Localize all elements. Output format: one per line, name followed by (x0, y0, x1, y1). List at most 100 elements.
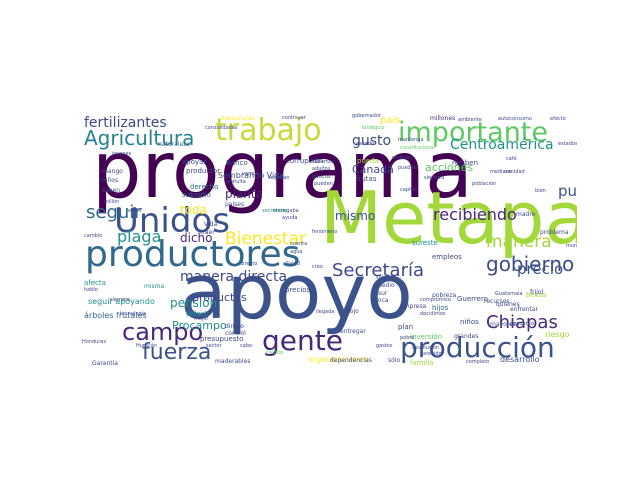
word-cloud-word: dependencias (330, 357, 372, 364)
word-cloud-word: productor (186, 167, 221, 175)
word-cloud-word: directo (240, 261, 258, 267)
word-cloud-word: reciben (452, 159, 479, 167)
word-cloud-word: adultos (312, 166, 331, 172)
word-cloud-word: Guerrero (457, 295, 488, 303)
word-cloud-word: estados (558, 141, 577, 147)
word-cloud-word: Sembrando Vida (218, 171, 285, 180)
word-cloud-word: flojo (346, 308, 359, 315)
word-cloud-word: quiénes (496, 301, 520, 308)
word-cloud-word: niños (460, 318, 479, 326)
word-cloud-word: creo (312, 264, 323, 270)
word-cloud-word: seguir (86, 202, 142, 223)
word-cloud-word: becas (526, 291, 547, 299)
word-cloud-word: control (225, 330, 246, 337)
word-cloud-word: pueblo (558, 182, 577, 200)
word-cloud-word: Guatemala (495, 291, 523, 297)
word-cloud-word: Garantía (92, 360, 118, 367)
word-cloud-word: diésel (186, 310, 207, 318)
word-cloud-word: continuar (282, 115, 306, 121)
word-cloud-word: sur (378, 290, 388, 297)
word-cloud-word: trabajo (215, 113, 322, 148)
word-cloud-word: medio (376, 282, 395, 289)
word-cloud-word: pequeños (510, 321, 535, 327)
word-cloud-word: sector (206, 343, 222, 349)
word-cloud-word: productos (192, 291, 247, 304)
word-cloud-word: maderables (215, 358, 251, 365)
word-cloud-word: gobernador (352, 113, 381, 119)
word-cloud-word: mayores (490, 321, 516, 328)
word-cloud-word: autoconsumo (498, 116, 532, 122)
word-cloud-word: derecho (190, 183, 219, 191)
word-cloud-word: afecta (84, 279, 106, 287)
word-cloud-word: Salud (286, 261, 300, 267)
word-cloud-word: manera directa (180, 269, 288, 285)
word-cloud-word: país (380, 115, 401, 126)
word-cloud-word: hijos (432, 304, 449, 312)
word-cloud-word: Vida (204, 221, 218, 228)
word-cloud-word: cambio (84, 233, 103, 239)
word-cloud-word: recibiendo (433, 205, 517, 224)
word-cloud-word: plan (398, 323, 414, 331)
word-cloud-word: apoyar (182, 158, 207, 166)
word-cloud-word: empresa (400, 303, 427, 310)
word-cloud-word: Huracán (136, 343, 158, 349)
word-cloud-word: recursos (484, 298, 510, 305)
word-cloud-word: ambiente (458, 117, 482, 123)
word-cloud-word: dicho (180, 231, 213, 245)
word-cloud-word: familia (410, 359, 434, 367)
word-cloud-word: desarrollo (500, 355, 540, 364)
word-cloud-word: completo (466, 359, 490, 365)
word-cloud-word: misma (144, 283, 165, 290)
word-cloud-word: llegaban (268, 175, 290, 181)
word-cloud-word: frutas (356, 175, 377, 183)
word-cloud-word: enfrentar (510, 306, 538, 313)
word-cloud-word: devolución (412, 345, 440, 351)
word-cloud-word: sólo (388, 357, 401, 364)
word-cloud-word: hablo (84, 287, 98, 293)
word-cloud-word: subsidio (182, 191, 211, 199)
word-cloud-word: sabemos (312, 159, 335, 165)
word-cloud-word: Honduras (82, 339, 107, 345)
word-cloud-word: entregar (340, 328, 366, 335)
word-cloud-word: siempre (110, 297, 131, 303)
word-cloud-word: siembra (424, 175, 445, 181)
word-cloud-word: capital (400, 187, 417, 193)
word-cloud-word: riesgo (545, 330, 570, 339)
word-cloud-word: organizaciones (308, 355, 369, 364)
word-cloud-word: planta (225, 187, 263, 201)
word-cloud-word: importante (398, 117, 549, 148)
word-cloud-word: pobreza (432, 292, 457, 299)
word-cloud-word: precio (517, 260, 564, 278)
word-cloud-word: traer (200, 229, 215, 236)
word-cloud-word: árboles frutales (84, 311, 147, 320)
word-cloud-word: vamos (242, 171, 259, 177)
word-cloud-word: sanidad (505, 169, 525, 175)
word-cloud-word: gusto (352, 133, 392, 149)
word-cloud-word: gratuita (226, 179, 246, 185)
word-cloud-word: fertilizantes (84, 115, 167, 131)
word-cloud-word: secretario (262, 208, 287, 214)
word-cloud-word: toda (180, 203, 208, 217)
word-cloud-word: agua (290, 249, 303, 255)
word-cloud-word: bien (535, 188, 546, 194)
word-cloud-word: inversión (410, 333, 443, 341)
word-cloud-word: producción (400, 331, 555, 364)
word-cloud-word: Centroamérica (450, 137, 554, 153)
word-cloud-word: madre (516, 211, 536, 218)
word-cloud-word: consolidadas (205, 125, 238, 131)
word-cloud-word: seguir apoyando (88, 297, 155, 306)
word-cloud-word: apoyo (180, 247, 413, 336)
word-cloud-word: Canadá (352, 163, 394, 176)
word-cloud-word: puedan (398, 165, 417, 171)
word-cloud-word: población (472, 181, 497, 187)
word-cloud: programa Metapa apoyo productores Unidos… (80, 112, 577, 370)
word-cloud-word: gobierno (486, 252, 575, 276)
word-cloud-word: jóvenes (112, 151, 132, 157)
word-cloud-word: Procampo (172, 319, 227, 332)
word-cloud-word: mercancías (220, 115, 255, 122)
word-cloud-word: mejor (194, 316, 209, 322)
word-cloud-word: Agricultura (84, 126, 195, 150)
word-cloud-word: recibían (392, 155, 412, 161)
word-cloud-word: países (225, 201, 245, 208)
word-cloud-word: municipal (566, 243, 577, 249)
